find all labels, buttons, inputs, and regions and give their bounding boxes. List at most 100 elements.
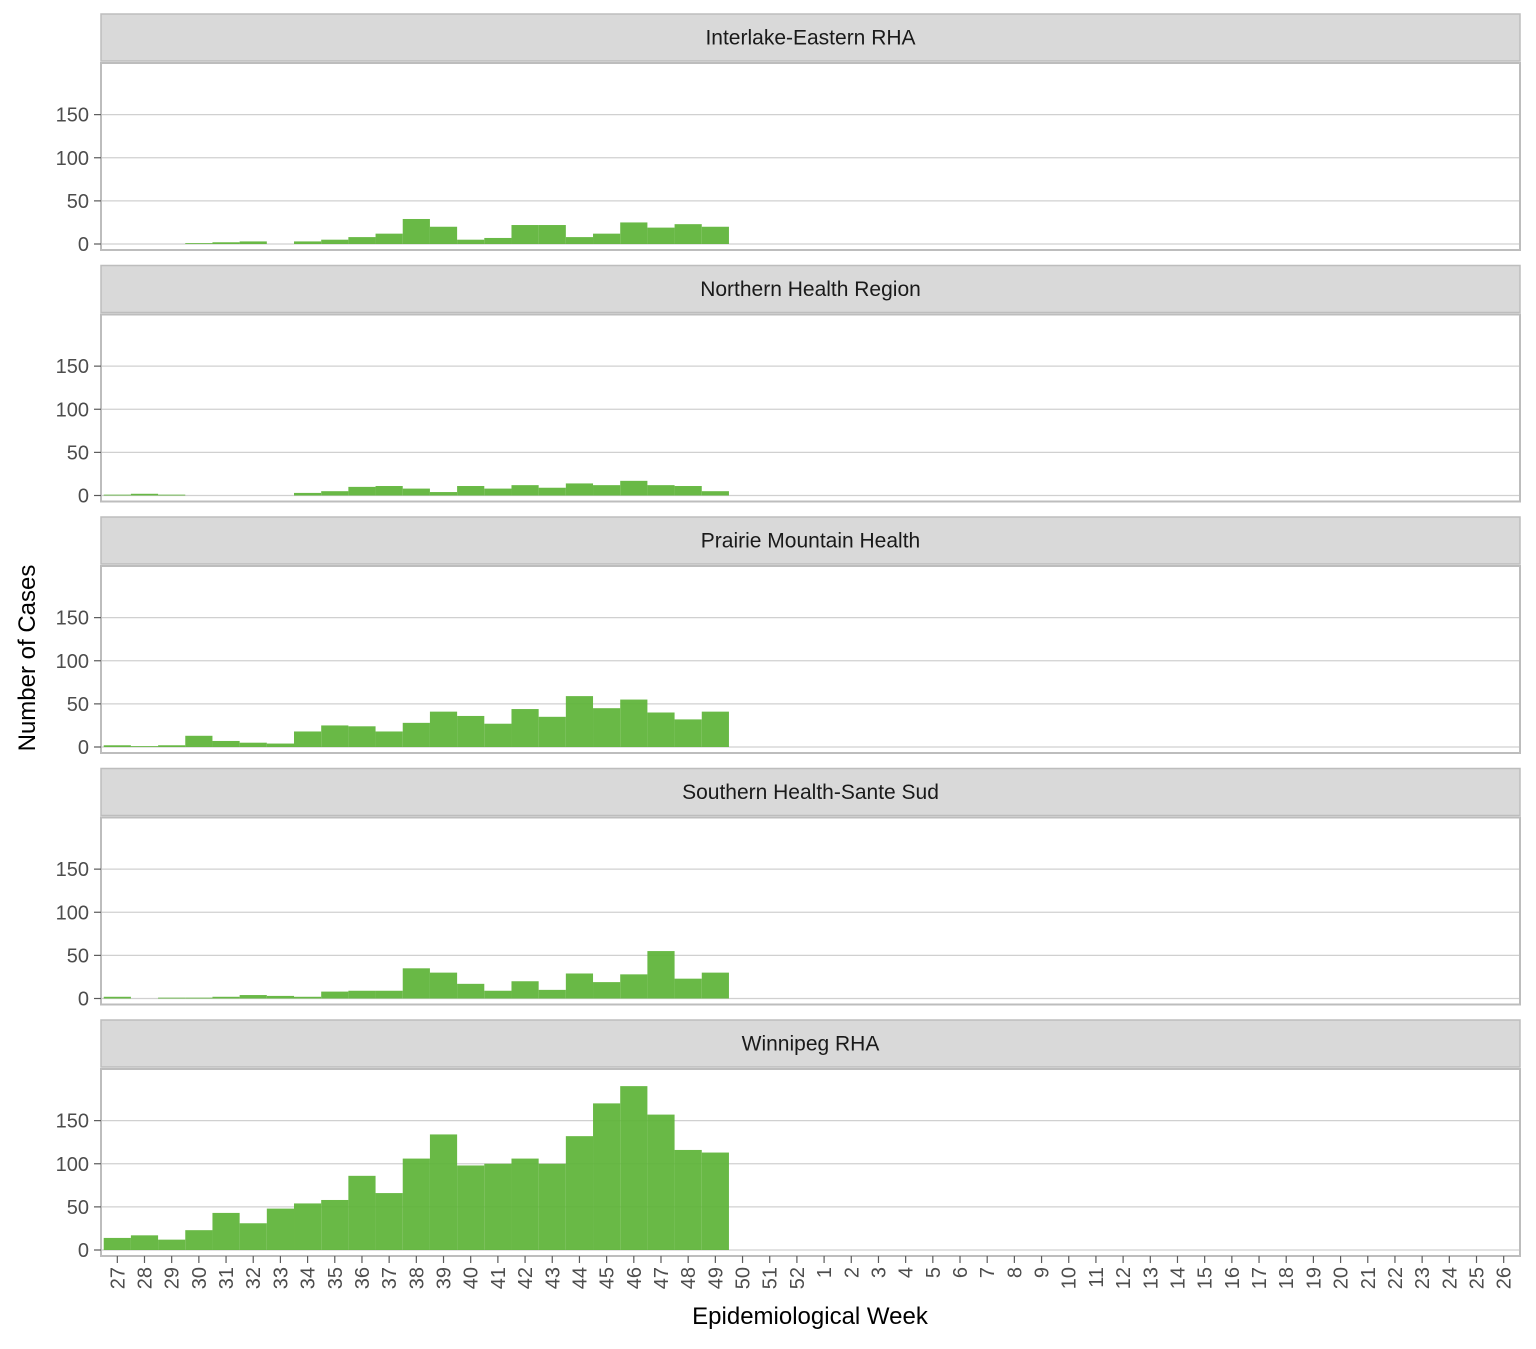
data-bar bbox=[701, 711, 729, 747]
data-bar bbox=[538, 1163, 566, 1250]
data-bar bbox=[674, 719, 702, 747]
x-tick-label: 31 bbox=[216, 1267, 238, 1289]
y-tick-label: 0 bbox=[78, 1240, 89, 1262]
x-tick-label: 46 bbox=[624, 1267, 646, 1289]
data-bar bbox=[511, 709, 539, 747]
x-tick-label: 47 bbox=[651, 1267, 673, 1289]
facet-panel: Southern Health-Sante Sud 0 50 100 150 bbox=[56, 767, 1521, 1011]
data-bar bbox=[565, 1136, 594, 1250]
data-bar bbox=[239, 1223, 267, 1250]
data-bar bbox=[701, 972, 729, 999]
facet-title: Winnipeg RHA bbox=[742, 1033, 880, 1056]
data-bar bbox=[429, 226, 458, 244]
x-tick-label: 24 bbox=[1439, 1267, 1461, 1289]
data-bar bbox=[158, 494, 186, 496]
data-bar bbox=[565, 696, 594, 747]
data-bar bbox=[294, 731, 322, 747]
data-bar bbox=[429, 492, 458, 496]
data-bar bbox=[593, 982, 621, 999]
x-axis-title: Epidemiological Week bbox=[692, 1303, 929, 1330]
x-tick-label: 14 bbox=[1167, 1267, 1189, 1289]
data-bar bbox=[402, 968, 430, 999]
data-bar bbox=[402, 218, 430, 244]
data-bar bbox=[294, 996, 322, 999]
x-tick-label: 34 bbox=[298, 1267, 320, 1289]
x-tick-label: 4 bbox=[896, 1267, 918, 1278]
panel-background bbox=[100, 62, 1521, 251]
x-tick-label: 51 bbox=[760, 1267, 782, 1289]
data-bar bbox=[212, 242, 240, 244]
data-bar bbox=[375, 731, 403, 747]
facet-title: Southern Health-Sante Sud bbox=[682, 781, 939, 804]
data-bar bbox=[484, 237, 512, 244]
y-tick-label: 150 bbox=[56, 1111, 89, 1133]
data-bar bbox=[620, 480, 648, 496]
x-tick-label: 38 bbox=[406, 1267, 428, 1289]
data-bar bbox=[185, 243, 213, 244]
data-bar bbox=[457, 486, 485, 496]
facet-title: Northern Health Region bbox=[700, 278, 921, 301]
x-tick-label: 21 bbox=[1358, 1267, 1380, 1289]
data-bar bbox=[457, 1165, 485, 1250]
y-tick-label: 0 bbox=[78, 234, 89, 256]
x-tick-label: 27 bbox=[107, 1267, 129, 1289]
facet-strip bbox=[100, 767, 1521, 817]
x-tick-label: 5 bbox=[923, 1267, 945, 1278]
x-tick-label: 35 bbox=[325, 1267, 347, 1289]
x-tick-label: 30 bbox=[189, 1267, 211, 1289]
panel-background bbox=[100, 565, 1521, 754]
data-bar bbox=[674, 224, 702, 244]
x-tick-label: 26 bbox=[1494, 1267, 1516, 1289]
data-bar bbox=[484, 488, 512, 496]
data-bar bbox=[701, 491, 729, 496]
data-bar bbox=[158, 745, 186, 747]
data-bar bbox=[239, 995, 267, 999]
facet-strip bbox=[100, 1019, 1521, 1068]
data-bar bbox=[321, 725, 349, 747]
data-bar bbox=[294, 1203, 322, 1250]
data-bar bbox=[402, 488, 430, 496]
data-bar bbox=[565, 973, 594, 999]
data-bar bbox=[130, 1235, 159, 1250]
x-tick-label: 22 bbox=[1385, 1267, 1407, 1289]
data-bar bbox=[538, 716, 566, 747]
facet-panel: Northern Health Region 0 50 100 150 bbox=[56, 264, 1521, 508]
data-bar bbox=[593, 1103, 621, 1250]
y-tick-label: 50 bbox=[67, 1197, 89, 1219]
x-tick-label: 32 bbox=[243, 1267, 265, 1289]
data-bar bbox=[130, 746, 159, 747]
data-bar bbox=[429, 1134, 458, 1250]
data-bar bbox=[212, 996, 240, 999]
data-bar bbox=[620, 974, 648, 999]
x-tick-label: 49 bbox=[705, 1267, 727, 1289]
data-bar bbox=[538, 487, 566, 496]
data-bar bbox=[103, 1237, 131, 1250]
data-bar bbox=[294, 492, 322, 496]
data-bar bbox=[266, 1208, 295, 1250]
data-bar bbox=[375, 233, 403, 244]
y-tick-label: 50 bbox=[67, 442, 89, 464]
x-tick-label: 1 bbox=[814, 1267, 836, 1278]
data-bar bbox=[402, 722, 430, 747]
facet-panel: Winnipeg RHA 0 50 100 150 bbox=[56, 1019, 1521, 1262]
data-bar bbox=[701, 226, 729, 244]
data-bar bbox=[701, 1152, 729, 1250]
x-tick-label: 42 bbox=[515, 1267, 537, 1289]
y-tick-label: 150 bbox=[56, 105, 89, 127]
x-tick-label: 6 bbox=[950, 1267, 972, 1278]
data-bar bbox=[593, 485, 621, 496]
facet-panel: Interlake-Eastern RHA 0 50 100 150 bbox=[56, 13, 1521, 256]
x-tick-label: 10 bbox=[1059, 1267, 1081, 1289]
x-tick-label: 15 bbox=[1195, 1267, 1217, 1289]
y-tick-label: 50 bbox=[67, 694, 89, 716]
data-bar bbox=[565, 483, 594, 496]
data-bar bbox=[429, 711, 458, 747]
y-tick-label: 0 bbox=[78, 486, 89, 508]
data-bar bbox=[321, 491, 349, 496]
x-tick-label: 17 bbox=[1249, 1267, 1271, 1289]
x-tick-label: 11 bbox=[1086, 1267, 1108, 1288]
data-bar bbox=[674, 1149, 702, 1250]
x-tick-label: 45 bbox=[597, 1267, 619, 1289]
x-tick-label: 37 bbox=[379, 1267, 401, 1289]
